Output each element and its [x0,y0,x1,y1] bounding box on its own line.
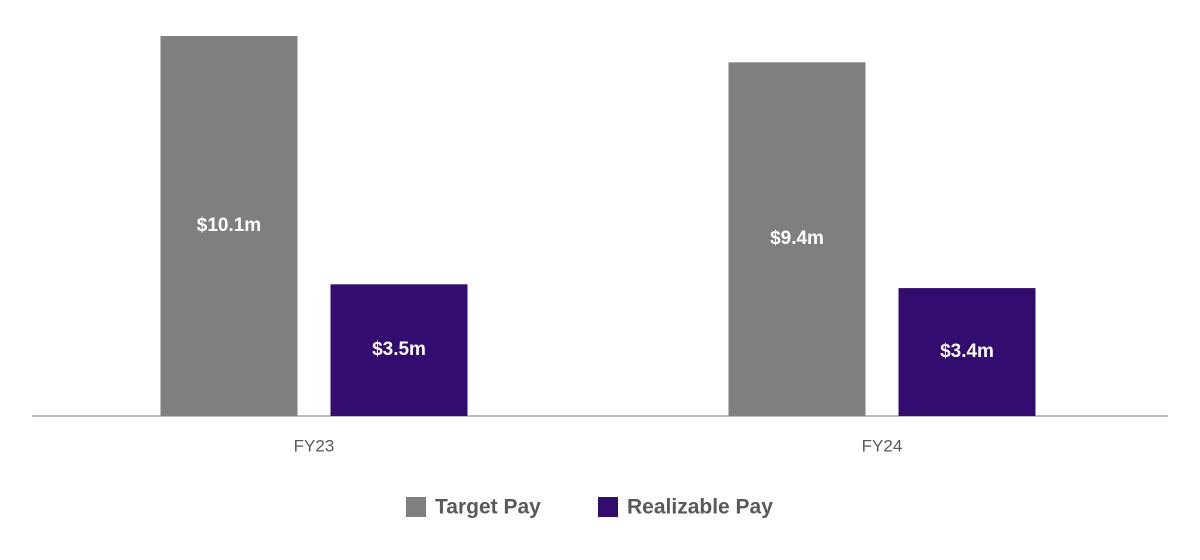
legend-label: Realizable Pay [627,496,773,519]
data-label: $10.1m [197,215,261,236]
x-tick-label: FY23 [294,436,335,455]
bar [898,288,1036,416]
legend-label: Target Pay [435,496,541,519]
bar [160,36,298,416]
data-label: $3.5m [372,339,426,360]
data-label: $3.4m [940,341,994,362]
bar [728,62,866,416]
legend-swatch [598,497,618,517]
data-label: $9.4m [770,228,824,249]
bar [330,284,468,416]
legend-swatch [406,497,426,517]
x-tick-label: FY24 [862,436,903,455]
